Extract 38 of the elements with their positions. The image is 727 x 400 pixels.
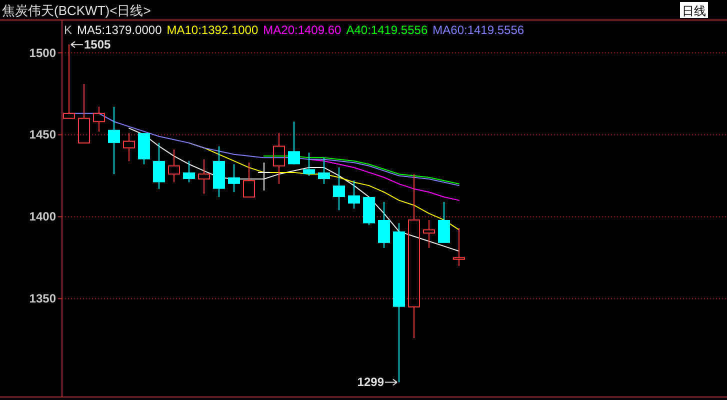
- candlestick: [93, 106, 105, 132]
- text: 日线: [682, 4, 706, 18]
- y-tick-label: 1350: [29, 292, 56, 306]
- candlestick: [378, 201, 390, 248]
- annotation: 1299: [357, 375, 384, 390]
- text: MA10:1392.1000: [166, 23, 258, 37]
- candlestick: [273, 132, 285, 184]
- candlestick: [153, 142, 165, 190]
- line-series: [128, 128, 460, 252]
- y-tick-label: 1500: [29, 46, 56, 60]
- candlestick: [198, 158, 210, 194]
- text: MA20:1409.60: [263, 23, 342, 37]
- candlestick: [183, 160, 195, 183]
- candlestick: [288, 121, 300, 165]
- y-tick-label: 1450: [29, 128, 56, 142]
- candlestick: [438, 201, 450, 244]
- text: MA5:1379.0000: [77, 23, 162, 37]
- candlestick: [348, 180, 360, 209]
- candlestick: [78, 83, 90, 144]
- candlestick: [258, 162, 270, 191]
- candlestick: [453, 228, 465, 266]
- candlestick: [303, 152, 315, 176]
- chart-title: 焦炭伟天(BCKWT)<日线>: [2, 3, 151, 18]
- candlestick: [168, 148, 180, 183]
- annotation: K: [64, 23, 72, 37]
- candlestick: [333, 167, 345, 211]
- candlestick: [123, 132, 135, 162]
- candlestick: [423, 219, 435, 248]
- candlestick: [63, 44, 75, 119]
- candlestick: [228, 164, 240, 193]
- annotation: 1505: [84, 38, 112, 52]
- text: MA60:1419.5556: [432, 23, 524, 37]
- text: A40:1419.5556: [346, 23, 428, 37]
- candlestick: [408, 174, 420, 338]
- candlestick: [243, 162, 255, 198]
- candlestick: [318, 157, 330, 184]
- candlestick: [108, 106, 120, 175]
- y-tick-label: 1400: [29, 210, 56, 224]
